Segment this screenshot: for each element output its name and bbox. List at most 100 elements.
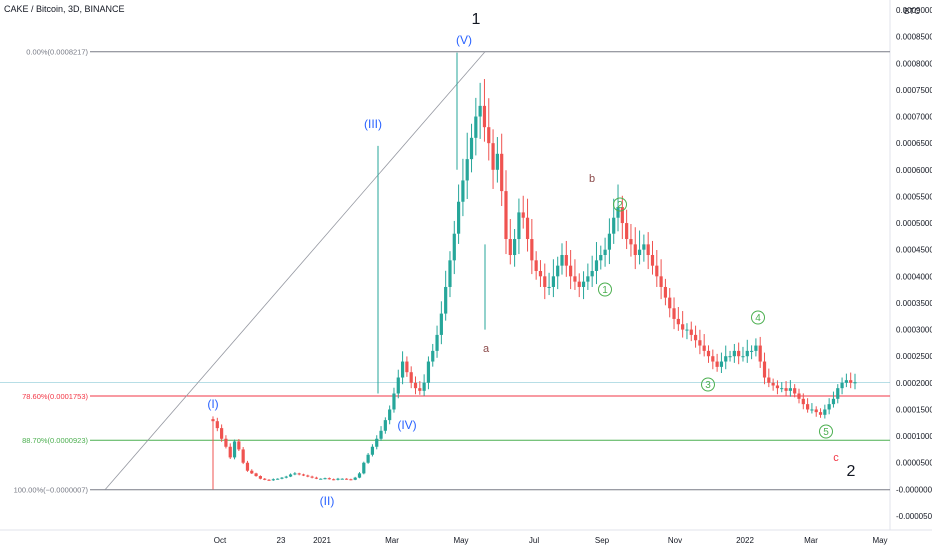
wave-label: (IV) xyxy=(397,418,416,432)
candle-body xyxy=(375,438,379,447)
candle-body xyxy=(844,380,848,383)
wave-label: 3 xyxy=(705,380,711,391)
candle-body xyxy=(418,388,422,391)
candle-body xyxy=(314,477,319,479)
fib-level-label: 100.00%(−0.0000007) xyxy=(14,486,89,495)
x-tick-label: 2021 xyxy=(313,536,331,545)
candle-body xyxy=(530,239,534,261)
candle-body xyxy=(474,116,478,138)
candle-body xyxy=(456,201,461,234)
candle-body xyxy=(504,191,508,240)
candle-body xyxy=(469,137,474,160)
candle-body xyxy=(267,479,271,481)
candle-body xyxy=(616,207,620,218)
candle-body xyxy=(849,380,853,383)
candle-body xyxy=(573,276,577,282)
wave-label-circle xyxy=(701,377,715,392)
wave-label: b xyxy=(589,173,595,185)
candle-body xyxy=(560,255,564,266)
candle-body xyxy=(478,105,482,117)
candle-body xyxy=(780,388,784,390)
y-tick-label: 0.0009000 xyxy=(896,6,932,15)
candle-body xyxy=(405,361,409,373)
candle-body xyxy=(663,286,668,298)
candle-body xyxy=(737,350,741,357)
candle-body xyxy=(491,143,495,170)
candle-body xyxy=(448,260,452,287)
candle-body xyxy=(831,398,836,405)
candle-body xyxy=(232,441,237,458)
candle-body xyxy=(301,474,306,476)
candle-body xyxy=(556,265,560,277)
candle-body xyxy=(681,324,685,330)
candle-body xyxy=(810,409,814,411)
candle-body xyxy=(693,334,698,341)
y-tick-label: 0.0001500 xyxy=(896,405,932,414)
y-tick-label: 0.0002000 xyxy=(896,379,932,388)
candle-body xyxy=(814,409,818,413)
candle-body xyxy=(659,276,663,287)
candle-body xyxy=(806,404,810,410)
candle-body xyxy=(767,377,771,383)
candle-body xyxy=(366,454,370,463)
wave-label: 1 xyxy=(602,285,608,296)
candle-body xyxy=(237,441,241,450)
candle-body xyxy=(426,361,431,383)
candle-body xyxy=(706,350,711,357)
candle-body xyxy=(715,361,719,367)
y-tick-label: 0.0006500 xyxy=(896,139,932,148)
candle-body xyxy=(637,249,642,256)
candle-body xyxy=(284,476,288,478)
candle-body xyxy=(538,270,543,277)
candle-body xyxy=(336,478,340,480)
candle-body xyxy=(444,286,448,314)
candle-body xyxy=(379,430,383,439)
candle-body xyxy=(215,421,219,429)
candle-body xyxy=(749,350,754,352)
candle-body xyxy=(254,473,258,477)
candle-body xyxy=(293,473,297,475)
candle-body xyxy=(332,479,336,481)
candle-body xyxy=(547,286,551,288)
candle-body xyxy=(297,473,301,475)
y-tick-label: 0.0000500 xyxy=(896,459,932,468)
candle-body xyxy=(487,127,491,144)
y-tick-label: 0.0002500 xyxy=(896,352,932,361)
candle-body xyxy=(310,476,314,478)
candle-body xyxy=(228,446,232,458)
candle-body xyxy=(241,449,245,463)
y-tick-label: 0.0007500 xyxy=(896,86,932,95)
candle-body xyxy=(758,345,762,362)
candle-body xyxy=(650,255,655,266)
candle-body xyxy=(396,377,400,394)
wave-label-circle xyxy=(598,282,612,297)
wave-label: 2 xyxy=(617,200,623,211)
y-tick-label: 0.0001000 xyxy=(896,432,932,441)
chart-title: CAKE / Bitcoin, 3D, BINANCE xyxy=(4,4,125,14)
candle-body xyxy=(564,255,568,266)
candle-body xyxy=(323,478,327,480)
candle-body xyxy=(422,382,426,391)
candle-body xyxy=(603,249,607,256)
candle-body xyxy=(271,479,275,481)
candle-body xyxy=(590,270,594,277)
candle-body xyxy=(818,412,823,415)
fib-trend-line xyxy=(104,51,486,491)
x-tick-label: Nov xyxy=(668,536,682,545)
y-tick-label: 0.0005500 xyxy=(896,192,932,201)
candle-body xyxy=(642,244,646,250)
y-tick-label: 0.0003000 xyxy=(896,326,932,335)
candle-body xyxy=(370,446,375,455)
candle-body xyxy=(340,478,344,480)
candle-body xyxy=(569,265,573,277)
candle-body xyxy=(521,212,525,218)
candle-body xyxy=(801,398,805,405)
x-tick-label: Jul xyxy=(529,536,539,545)
candle-body xyxy=(732,350,736,357)
y-tick-label: -0.0000000 xyxy=(896,485,932,494)
x-tick-label: 2022 xyxy=(736,536,754,545)
candle-body xyxy=(762,361,767,378)
candle-body xyxy=(306,475,310,477)
candle-body xyxy=(771,382,775,386)
